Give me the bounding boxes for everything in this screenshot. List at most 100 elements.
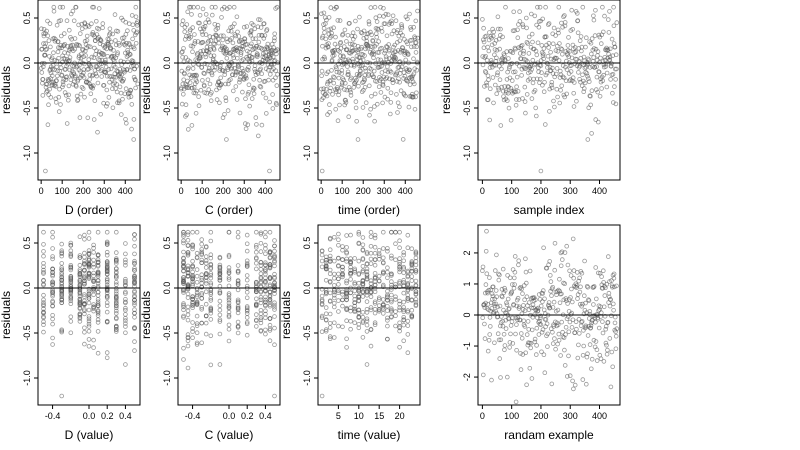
data-point <box>340 292 345 297</box>
data-point <box>385 86 391 91</box>
data-point <box>487 86 493 91</box>
data-point <box>104 350 110 355</box>
data-point <box>228 77 233 82</box>
data-point <box>248 43 253 49</box>
data-point <box>342 81 348 86</box>
data-point <box>238 52 244 57</box>
data-point <box>483 300 488 306</box>
data-point <box>231 4 237 10</box>
data-point <box>607 336 613 341</box>
data-point <box>133 85 138 91</box>
data-point <box>79 51 84 57</box>
data-point <box>86 343 92 349</box>
x-tick-label: 400 <box>118 186 133 196</box>
data-point <box>272 314 277 319</box>
data-point <box>253 317 259 323</box>
data-point <box>385 292 390 298</box>
y-tick-label: -1.0 <box>302 370 312 386</box>
data-point <box>359 44 365 50</box>
data-point <box>385 248 390 254</box>
data-point <box>413 297 419 302</box>
x-tick-label: 100 <box>504 411 519 421</box>
data-point <box>123 362 128 367</box>
data-point <box>190 49 195 54</box>
data-point <box>393 72 398 78</box>
data-point <box>607 303 613 309</box>
data-point <box>413 269 419 275</box>
data-point <box>197 20 202 26</box>
data-point <box>336 271 341 277</box>
data-point <box>524 332 530 337</box>
data-point <box>258 241 264 246</box>
data-point <box>63 56 68 62</box>
data-point <box>533 61 538 67</box>
data-point <box>340 244 345 249</box>
data-point <box>600 268 606 274</box>
data-point <box>77 271 83 276</box>
data-point <box>104 240 110 246</box>
data-point <box>182 71 187 77</box>
data-point <box>565 301 570 306</box>
data-point <box>528 340 534 346</box>
data-point <box>73 4 79 10</box>
data-point <box>199 65 205 70</box>
data-point <box>132 339 137 344</box>
y-tick-label: 0.0 <box>302 57 312 70</box>
data-point <box>321 86 327 91</box>
data-point <box>194 313 200 319</box>
data-point <box>59 265 64 270</box>
data-point <box>345 64 350 69</box>
data-point <box>508 117 514 123</box>
data-point <box>344 305 349 311</box>
data-point <box>372 310 378 316</box>
data-point <box>336 309 341 314</box>
data-point <box>59 291 64 297</box>
data-point <box>482 336 488 341</box>
data-point <box>508 323 514 328</box>
data-point <box>272 243 277 249</box>
data-point <box>513 399 519 405</box>
data-point <box>357 72 363 77</box>
data-point <box>226 293 232 298</box>
data-point <box>54 78 59 83</box>
data-point <box>351 64 357 69</box>
points-7 <box>319 229 419 399</box>
data-point <box>574 11 580 16</box>
data-point <box>576 70 581 75</box>
data-point <box>263 267 268 272</box>
data-point <box>356 307 362 313</box>
data-point <box>327 102 332 107</box>
x-tick-label: 400 <box>592 411 607 421</box>
data-point <box>387 76 393 82</box>
data-point <box>372 262 378 268</box>
data-point <box>181 304 186 310</box>
data-point <box>323 277 329 283</box>
data-point <box>331 335 337 340</box>
data-point <box>586 298 592 303</box>
data-point <box>114 275 119 281</box>
data-point <box>532 339 538 345</box>
data-point <box>360 282 366 288</box>
data-point <box>600 78 605 84</box>
data-point <box>578 79 583 85</box>
data-point <box>586 79 592 84</box>
data-point <box>376 39 381 44</box>
data-point <box>208 238 214 244</box>
data-point <box>534 22 539 28</box>
data-point <box>267 328 273 333</box>
data-point <box>327 298 333 304</box>
data-point <box>188 43 194 49</box>
data-point <box>59 274 64 280</box>
data-point <box>348 93 354 98</box>
data-point <box>393 229 398 235</box>
y-axis-title: residuals <box>139 66 153 114</box>
data-point <box>411 56 416 61</box>
data-point <box>546 300 552 305</box>
data-point <box>336 256 341 261</box>
data-point <box>497 46 503 52</box>
data-point <box>185 343 191 349</box>
data-point <box>73 73 78 79</box>
data-point <box>336 231 341 237</box>
data-point <box>583 44 588 50</box>
data-point <box>337 18 343 23</box>
